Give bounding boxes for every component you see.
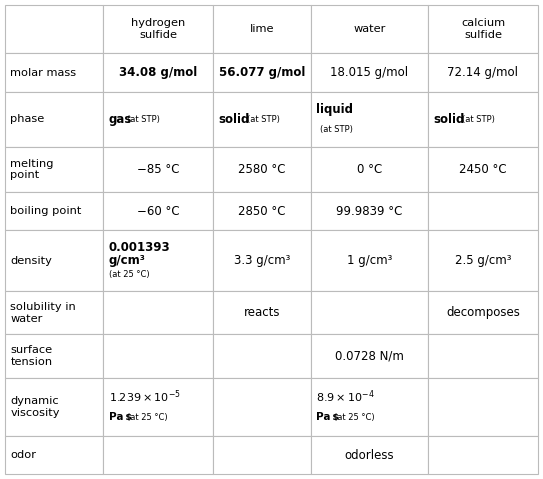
Text: solid: solid [434, 113, 465, 126]
Text: (at 25 °C): (at 25 °C) [109, 270, 149, 279]
Text: $1.239\times10^{-5}$: $1.239\times10^{-5}$ [109, 388, 181, 405]
Text: 2850 °C: 2850 °C [238, 205, 286, 217]
Bar [428, 230, 538, 291]
Bar [104, 91, 213, 147]
Bar [104, 436, 213, 474]
Bar [213, 436, 311, 474]
Bar [311, 378, 428, 436]
Text: phase: phase [10, 114, 45, 125]
Text: solubility in
water: solubility in water [10, 302, 76, 324]
Bar [428, 91, 538, 147]
Text: 3.3 g/cm³: 3.3 g/cm³ [233, 254, 290, 267]
Bar [311, 54, 428, 91]
Text: melting
point: melting point [10, 159, 54, 181]
Bar [428, 5, 538, 54]
Text: (at 25 °C): (at 25 °C) [127, 413, 168, 422]
Bar [104, 230, 213, 291]
Text: Pa s: Pa s [109, 412, 131, 422]
Bar [428, 54, 538, 91]
Bar [104, 147, 213, 192]
Text: 2.5 g/cm³: 2.5 g/cm³ [454, 254, 511, 267]
Bar [213, 192, 311, 230]
Text: dynamic
viscosity: dynamic viscosity [10, 396, 60, 418]
Text: density: density [10, 256, 52, 266]
Text: liquid: liquid [316, 103, 353, 116]
Text: 99.9839 °C: 99.9839 °C [336, 205, 403, 217]
Bar [5, 436, 104, 474]
Text: g/cm³: g/cm³ [109, 254, 146, 267]
Bar [5, 147, 104, 192]
Bar [5, 5, 104, 54]
Bar [104, 54, 213, 91]
Text: 2450 °C: 2450 °C [459, 163, 507, 176]
Bar [428, 291, 538, 334]
Text: lime: lime [249, 24, 274, 34]
Bar [5, 91, 104, 147]
Bar [104, 5, 213, 54]
Bar [311, 436, 428, 474]
Text: solid: solid [218, 113, 249, 126]
Bar [5, 334, 104, 378]
Bar [104, 378, 213, 436]
Text: hydrogen
sulfide: hydrogen sulfide [131, 18, 185, 40]
Bar [213, 147, 311, 192]
Text: gas: gas [109, 113, 132, 126]
Bar [213, 334, 311, 378]
Text: −60 °C: −60 °C [137, 205, 179, 217]
Text: (at STP): (at STP) [320, 125, 353, 134]
Bar [311, 91, 428, 147]
Bar [104, 192, 213, 230]
Bar [428, 192, 538, 230]
Text: water: water [353, 24, 386, 34]
Text: 0.001393: 0.001393 [109, 241, 171, 254]
Bar [311, 291, 428, 334]
Text: odor: odor [10, 450, 36, 460]
Bar [213, 291, 311, 334]
Bar [213, 5, 311, 54]
Bar [311, 230, 428, 291]
Text: 56.077 g/mol: 56.077 g/mol [218, 66, 305, 79]
Text: (at STP): (at STP) [462, 115, 495, 124]
Bar [5, 291, 104, 334]
Bar [311, 192, 428, 230]
Text: Pa s: Pa s [316, 412, 339, 422]
Bar [5, 230, 104, 291]
Bar [213, 230, 311, 291]
Text: (at STP): (at STP) [247, 115, 280, 124]
Text: odorless: odorless [345, 449, 394, 462]
Text: 18.015 g/mol: 18.015 g/mol [331, 66, 408, 79]
Bar [428, 334, 538, 378]
Bar [428, 436, 538, 474]
Bar [104, 291, 213, 334]
Text: decomposes: decomposes [446, 306, 520, 319]
Text: 72.14 g/mol: 72.14 g/mol [447, 66, 519, 79]
Bar [5, 54, 104, 91]
Bar [5, 378, 104, 436]
Text: molar mass: molar mass [10, 68, 77, 78]
Text: reacts: reacts [243, 306, 280, 319]
Text: (at 25 °C): (at 25 °C) [334, 413, 375, 422]
Text: 0.0728 N/m: 0.0728 N/m [335, 350, 404, 363]
Bar [428, 147, 538, 192]
Text: 1 g/cm³: 1 g/cm³ [347, 254, 392, 267]
Bar [213, 91, 311, 147]
Text: $8.9\times10^{-4}$: $8.9\times10^{-4}$ [316, 388, 375, 405]
Text: (at STP): (at STP) [127, 115, 160, 124]
Text: 0 °C: 0 °C [357, 163, 382, 176]
Bar [311, 5, 428, 54]
Text: boiling point: boiling point [10, 206, 81, 216]
Bar [311, 334, 428, 378]
Bar [5, 192, 104, 230]
Bar [104, 334, 213, 378]
Bar [428, 378, 538, 436]
Bar [311, 147, 428, 192]
Text: calcium
sulfide: calcium sulfide [461, 18, 505, 40]
Bar [213, 54, 311, 91]
Text: 34.08 g/mol: 34.08 g/mol [119, 66, 197, 79]
Text: −85 °C: −85 °C [137, 163, 179, 176]
Text: 2580 °C: 2580 °C [238, 163, 286, 176]
Bar [213, 378, 311, 436]
Text: surface
tension: surface tension [10, 345, 53, 367]
